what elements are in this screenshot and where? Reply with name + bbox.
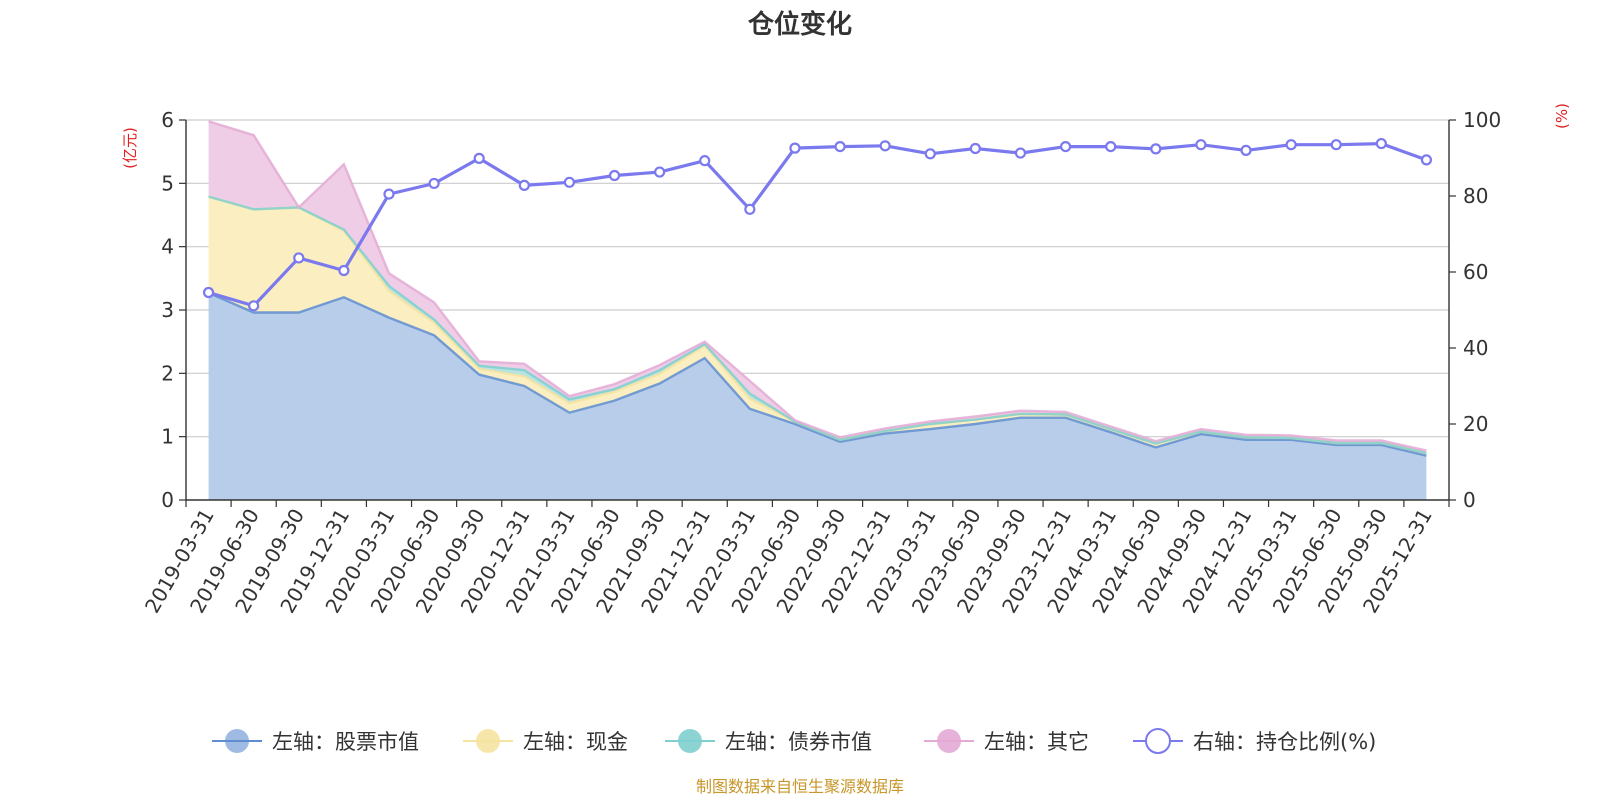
ratio-point [744, 203, 756, 215]
legend[interactable]: 左轴：股票市值 左轴：现金 左轴：债券市值 左轴：其它 右轴：持仓比例(%) [212, 728, 1376, 754]
ratio-point [338, 264, 350, 277]
ratio-point [383, 188, 395, 200]
left-axis-tick-label: 2 [161, 361, 174, 385]
ratio-point [518, 179, 530, 191]
right-axis-tick-label: 40 [1463, 336, 1488, 360]
ratio-point [428, 177, 440, 190]
right-axis-tick-label: 100 [1463, 108, 1501, 132]
left-axis-tick-label: 3 [161, 298, 174, 322]
ratio-point [879, 140, 891, 152]
ratio-point [248, 300, 260, 312]
ratio-point [969, 142, 981, 155]
ratio-point [924, 148, 936, 160]
right-axis-tick-label: 20 [1463, 412, 1488, 436]
legend-marker [937, 729, 961, 753]
legend-item-stock[interactable]: 左轴：股票市值 [212, 729, 419, 754]
right-axis-tick-label: 60 [1463, 260, 1488, 284]
legend-label: 左轴：股票市值 [272, 730, 419, 754]
legend-item-ratio[interactable]: 右轴：持仓比例(%) [1133, 728, 1376, 754]
legend-marker [476, 729, 500, 753]
ratio-point [1375, 137, 1387, 150]
line-ratio [208, 141, 1427, 308]
legend-label: 左轴：债券市值 [725, 730, 872, 754]
legend-item-cash[interactable]: 左轴：现金 [463, 729, 628, 754]
ratio-point [1150, 143, 1162, 155]
legend-item-other[interactable]: 左轴：其它 [924, 729, 1089, 754]
ratio-point [699, 155, 711, 167]
ratio-point [1059, 141, 1072, 153]
legend-label: 左轴：现金 [523, 730, 628, 754]
ratio-point [654, 166, 666, 178]
ratio-point [1240, 144, 1252, 156]
left-axis-tick-label: 0 [161, 488, 174, 512]
ratio-series [202, 137, 1433, 312]
right-axis-tick-label: 0 [1463, 488, 1476, 512]
ratio-point [608, 169, 621, 182]
area-stock [208, 292, 1427, 500]
left-axis-tick-label: 5 [161, 171, 174, 195]
left-axis-tick-label: 4 [161, 235, 174, 259]
ratio-point [473, 152, 485, 164]
legend-marker [225, 729, 249, 753]
line-stock [208, 291, 1427, 457]
right-axis-tick-label: 80 [1463, 184, 1488, 208]
ratio-point [834, 141, 846, 153]
ratio-point [1330, 139, 1342, 151]
right-axis-unit: (%) [1553, 103, 1571, 129]
legend-label: 右轴：持仓比例(%) [1193, 730, 1376, 754]
ratio-point [1195, 139, 1207, 151]
left-axis-tick-label: 6 [161, 108, 174, 132]
legend-marker [1145, 728, 1171, 754]
chart-title: 仓位变化 [747, 9, 852, 40]
ratio-point [1285, 139, 1297, 151]
ratio-point [1105, 141, 1117, 153]
ratio-point [293, 252, 305, 264]
area-series [208, 120, 1427, 500]
ratio-point [789, 142, 801, 154]
ratio-point [1014, 147, 1027, 159]
line-bond [208, 195, 1427, 455]
left-axis-unit: (亿元) [121, 127, 139, 169]
line-other [208, 120, 1427, 452]
ratio-point [563, 176, 576, 188]
ratio-point [202, 286, 215, 299]
left-axis-tick-label: 1 [161, 425, 174, 449]
legend-item-bond[interactable]: 左轴：债券市值 [665, 729, 872, 754]
legend-marker [678, 729, 702, 753]
ratio-point [1420, 154, 1433, 166]
source-note: 制图数据来自恒生聚源数据库 [696, 777, 904, 796]
legend-label: 左轴：其它 [984, 730, 1089, 754]
